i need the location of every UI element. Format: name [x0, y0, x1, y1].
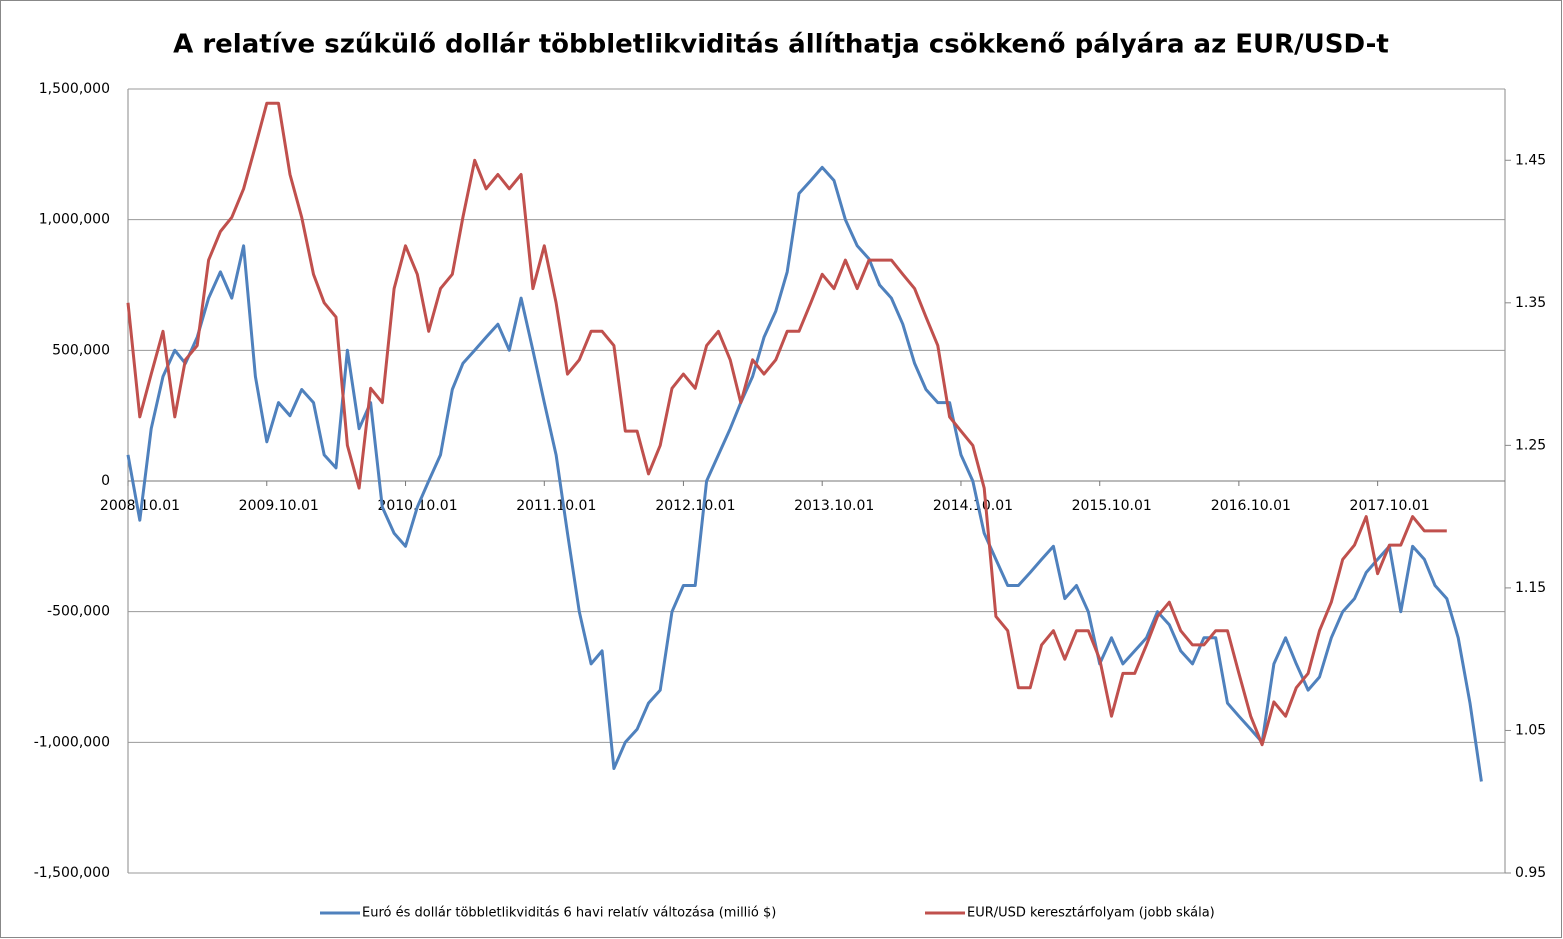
- y-tick-label: 0: [101, 473, 110, 489]
- x-tick-label: 2015.10.01: [1072, 498, 1152, 514]
- x-tick-label: 2008.10.01: [100, 498, 180, 514]
- x-tick-label: 2013.10.01: [794, 498, 874, 514]
- x-tick-label: 2014.10.01: [933, 498, 1013, 514]
- series-line: [126, 165, 1483, 782]
- series-line: [126, 101, 1447, 747]
- y-tick-label: 1,500,000: [39, 81, 110, 97]
- x-tick-label: 2011.10.01: [516, 498, 596, 514]
- x-tick-label: 2012.10.01: [655, 498, 735, 514]
- x-tick-label: 2009.10.01: [239, 498, 319, 514]
- y-tick-label: -1,000,000: [34, 734, 110, 750]
- x-tick-label: 2017.10.01: [1350, 498, 1430, 514]
- y-tick-label: -500,000: [47, 604, 110, 620]
- x-tick-label: 2016.10.01: [1211, 498, 1291, 514]
- legend-label: EUR/USD keresztárfolyam (jobb skála): [967, 906, 1215, 921]
- y2-tick-label: 1.35: [1515, 295, 1546, 311]
- y2-tick-label: 1.05: [1515, 722, 1546, 738]
- y2-tick-label: 1.25: [1515, 437, 1546, 453]
- legend-label: Euró és dollár többletlikviditás 6 havi …: [362, 906, 776, 921]
- y2-tick-label: 1.45: [1515, 152, 1546, 168]
- y2-tick-label: 1.15: [1515, 580, 1546, 596]
- chart-title: A relatíve szűkülő dollár többletlikvidi…: [173, 30, 1389, 60]
- y-tick-label: 500,000: [52, 342, 110, 358]
- y2-tick-label: 0.95: [1515, 865, 1546, 881]
- y-tick-label: 1,000,000: [39, 212, 110, 228]
- y-tick-label: -1,500,000: [34, 865, 110, 881]
